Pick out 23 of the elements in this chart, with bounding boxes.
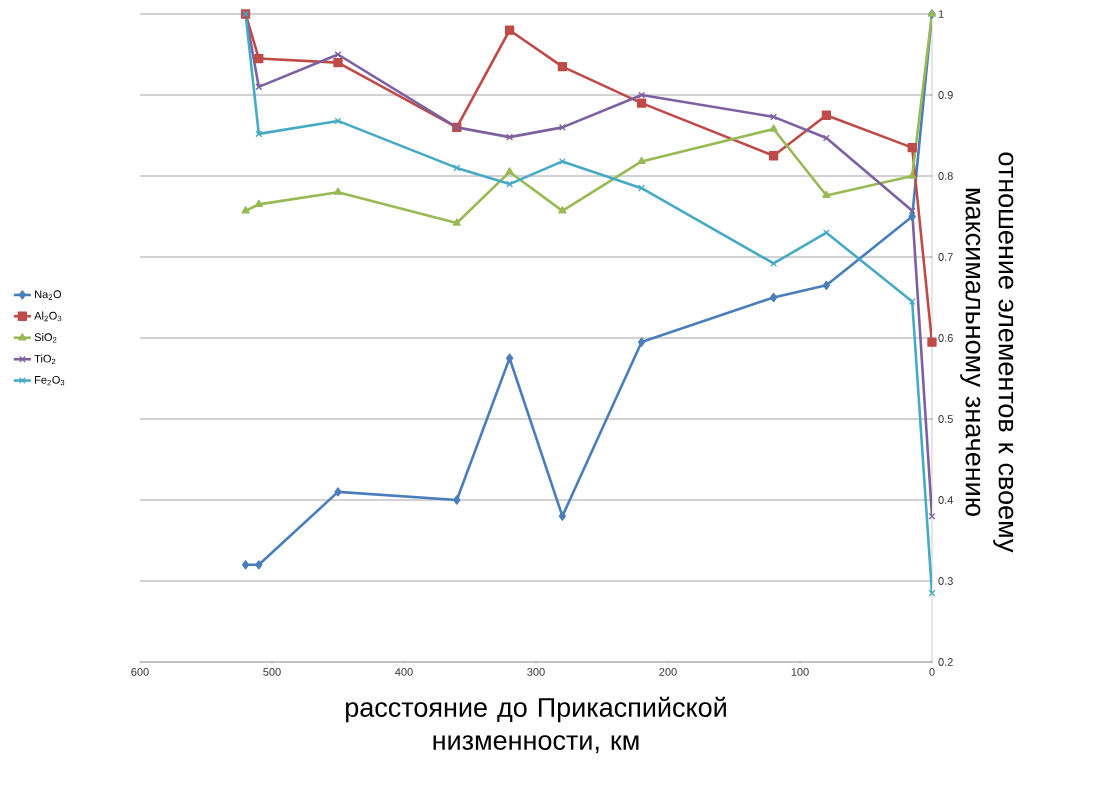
y-tick-label: 0.9 xyxy=(938,91,953,99)
legend-label: Al$_{2}$O$_{3}$ xyxy=(34,311,62,322)
legend-label: TiO$_{2}$ xyxy=(34,354,56,365)
y-tick-label: 0.7 xyxy=(938,253,953,261)
x-tick-label: 100 xyxy=(791,668,809,676)
x-axis-title: расстояние до Прикаспийской низменности, км xyxy=(346,696,726,754)
legend-label: SiO$_{2}$ xyxy=(34,333,57,343)
y-tick-label: 0.3 xyxy=(938,577,953,585)
y-tick-label: 0.2 xyxy=(938,658,953,666)
x-tick-label: 200 xyxy=(659,668,677,676)
x-tick-label: 300 xyxy=(527,668,545,676)
legend-label: Na$_{2}$O xyxy=(35,290,62,300)
x-tick-label: 0 xyxy=(929,668,935,676)
y-tick-label: 0.6 xyxy=(938,334,953,342)
y-axis-title: отношение элементов к своему максимальному значению xyxy=(960,152,1014,553)
y-tick-label: 0.5 xyxy=(938,415,953,423)
legend-label: Fe$_{2}$O$_{3}$ xyxy=(35,375,65,386)
y-tick-label: 1 xyxy=(938,10,944,18)
x-tick-label: 400 xyxy=(395,668,413,676)
y-tick-label: 0.4 xyxy=(938,496,953,504)
x-tick-label: 600 xyxy=(131,668,149,676)
y-tick-label: 0.8 xyxy=(938,172,953,180)
x-tick-label: 500 xyxy=(263,668,281,676)
